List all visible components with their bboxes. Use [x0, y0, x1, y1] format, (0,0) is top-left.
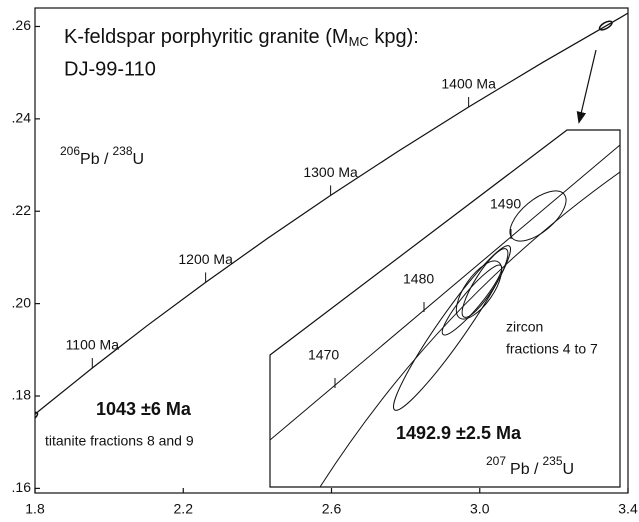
inset-age-label: 1470	[308, 347, 339, 363]
error-ellipse	[461, 248, 509, 318]
x-tick-label: 1.8	[25, 501, 45, 517]
error-ellipse	[598, 20, 613, 31]
x-label-sup: 207	[486, 454, 506, 468]
x-tick-label: 2.2	[174, 501, 194, 517]
chart-subtitle: DJ-99-110	[64, 58, 156, 80]
inset-line	[319, 171, 620, 487]
x-tick-label: 2.6	[322, 501, 342, 517]
inset-frame	[269, 129, 621, 488]
y-tick-label: .26	[12, 17, 32, 33]
y-tick-label: .20	[12, 294, 32, 310]
x-label-text: Pb /	[510, 461, 539, 478]
age-tick-label: 1300 Ma	[303, 164, 358, 180]
error-ellipse	[455, 260, 503, 320]
chart-title: K-feldspar porphyritic granite (MMC kpg)…	[64, 26, 419, 49]
x-tick-label: 3.4	[618, 501, 638, 517]
y-axis-label: 206Pb / 238U	[60, 144, 144, 168]
age-tick-label: 1400 Ma	[441, 76, 496, 92]
x-label-sup: 235	[543, 454, 563, 468]
x-tick-label: 3.0	[470, 501, 490, 517]
error-ellipse	[441, 264, 503, 336]
age-tick-label: 1100 Ma	[66, 337, 120, 353]
title-subscript: MC	[349, 34, 369, 49]
annotation: titanite fractions 8 and 9	[45, 433, 194, 449]
inset-age-label: 1490	[490, 196, 521, 212]
inset-concordia	[270, 144, 620, 441]
error-ellipse	[35, 411, 39, 422]
annotation: 1043 ±6 Ma	[96, 399, 192, 419]
y-label-sup: 238	[113, 144, 133, 158]
error-ellipse	[393, 245, 511, 411]
y-tick-label: .22	[12, 202, 32, 218]
annotation: fractions 4 to 7	[506, 341, 598, 357]
annotation: zircon	[506, 319, 543, 335]
plot-area: 1100 Ma 1200 Ma 1300 Ma 1400 Ma	[35, 12, 628, 422]
age-tick-label: 1200 Ma	[178, 251, 233, 267]
zoom-arrow	[576, 49, 597, 124]
annotation: 1492.9 ±2.5 Ma	[396, 423, 522, 443]
y-tick-label: .18	[12, 387, 32, 403]
y-tick-label: .24	[12, 110, 32, 126]
error-ellipse	[509, 190, 567, 242]
x-label-text: U	[563, 461, 575, 478]
y-label-text: Pb /	[80, 151, 109, 168]
y-tick-label: .16	[12, 479, 32, 495]
y-label-sup: 206	[60, 144, 80, 158]
inset: 1470 1480 1490 zircon fractions 4 to 7 1…	[269, 129, 621, 488]
plot-frame	[34, 7, 629, 494]
concordia-curve	[35, 12, 628, 415]
inset-age-label: 1480	[403, 271, 434, 287]
title-text: K-feldspar porphyritic granite (M	[64, 26, 349, 48]
x-axis-label: 207 Pb / 235U	[486, 454, 574, 478]
title-tail: kpg):	[369, 26, 419, 48]
y-label-text: U	[133, 151, 145, 168]
